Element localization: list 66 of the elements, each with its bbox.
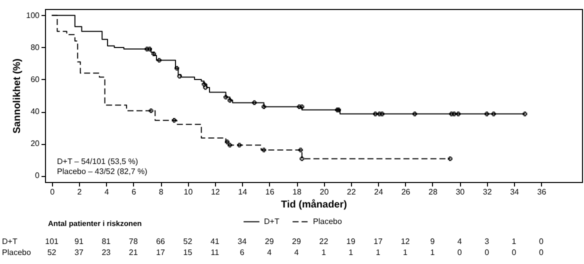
- point: [484, 112, 490, 116]
- point: [449, 112, 454, 116]
- point: [300, 156, 304, 162]
- text: D+T 101 91 81 78 66 52 41 34 29 29 22 19 17 12 9 4 3 1 0: [2, 237, 544, 246]
- x-tick-label: 34: [510, 188, 520, 196]
- x-tick-label: 6: [132, 188, 137, 196]
- point: [224, 140, 230, 144]
- x-tick-label: 10: [184, 188, 194, 196]
- point: [224, 94, 228, 100]
- point: [262, 104, 266, 109]
- point: [296, 104, 302, 109]
- y-tick-label: 20: [30, 139, 40, 148]
- y-axis-title: Sannolikhet (%): [12, 58, 24, 134]
- point: [177, 74, 182, 79]
- annotation: Placebo – 43/52 (82,7 %): [57, 167, 148, 176]
- x-tick-label: 36: [537, 188, 547, 196]
- point: [148, 108, 154, 113]
- x-tick-label: 24: [374, 188, 384, 196]
- x-tick-label: 0: [50, 188, 56, 196]
- x-tick-label: 14: [238, 188, 248, 196]
- point: [202, 82, 206, 87]
- y-tick-label: 40: [30, 107, 40, 116]
- point: [203, 85, 208, 90]
- point: [147, 46, 152, 52]
- point: [174, 66, 180, 71]
- text: Placebo 52 37 23 21 17 15 11 6 4 4 1 1 1 1 1 0 0 0 0: [2, 248, 544, 257]
- point: [237, 142, 242, 148]
- x-tick-label: 22: [346, 188, 356, 196]
- x-tick-label: 28: [428, 188, 438, 196]
- x-tick-label: 20: [320, 188, 330, 196]
- point: [448, 156, 452, 162]
- legend-label: Placebo: [313, 216, 342, 226]
- point: [452, 112, 456, 116]
- annotation: D+T – 54/101 (53,5 %): [57, 157, 138, 166]
- x-tick-label: 18: [292, 188, 302, 196]
- point: [228, 142, 232, 148]
- point: [172, 118, 176, 123]
- point: [373, 112, 378, 116]
- point: [144, 46, 150, 52]
- x-tick-label: 26: [401, 188, 411, 196]
- point: [252, 100, 257, 105]
- point: [151, 52, 156, 56]
- point: [156, 58, 162, 63]
- point: [262, 148, 266, 152]
- x-tick-label: 4: [104, 188, 110, 196]
- point: [491, 112, 496, 116]
- point: [412, 112, 418, 116]
- x-tick-label: 16: [265, 188, 275, 196]
- point: [456, 112, 461, 116]
- y-tick-label: 60: [30, 74, 40, 84]
- x-tick-label: 30: [456, 188, 466, 196]
- y-tick-label: 80: [30, 42, 40, 52]
- point: [300, 104, 304, 109]
- x-tick-label: 32: [482, 188, 492, 196]
- x-tick-label: 12: [210, 188, 220, 196]
- point: [298, 148, 303, 152]
- legend-label: D+T: [264, 216, 280, 226]
- x-axis-title: Tid (månader): [281, 198, 347, 210]
- point: [228, 98, 232, 103]
- point: [522, 112, 528, 116]
- y-tick-label: 100: [26, 10, 40, 20]
- point: [380, 112, 384, 116]
- x-tick-label: 8: [158, 188, 164, 196]
- y-tick-label: 0: [35, 171, 40, 180]
- x-tick-label: 2: [77, 188, 82, 196]
- point: [377, 112, 382, 116]
